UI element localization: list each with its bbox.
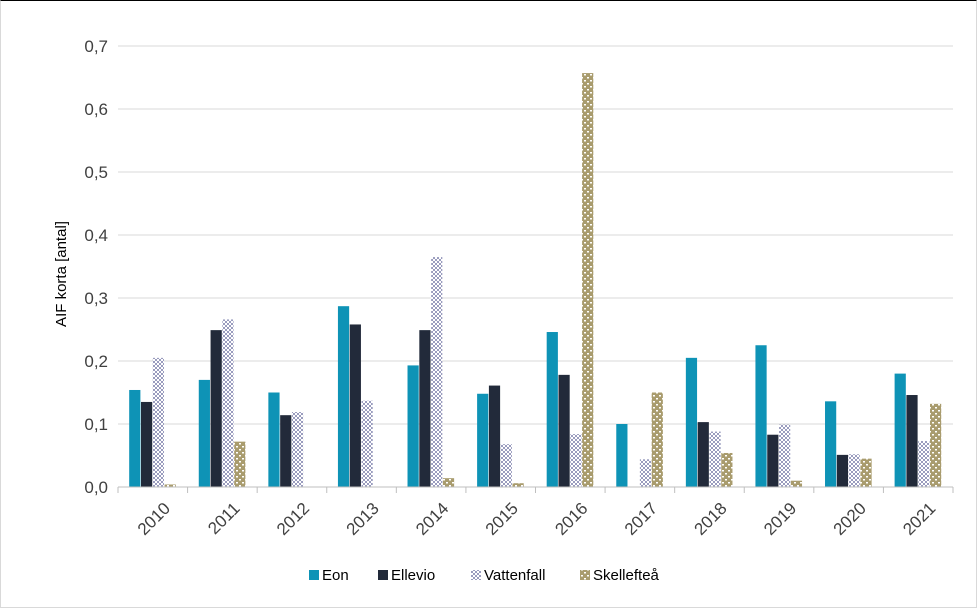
- bar-ellevio-2012: [280, 415, 292, 487]
- x-tick-label: 2016: [551, 499, 591, 539]
- y-tick-label: 0,3: [84, 289, 108, 308]
- x-tick-label: 2010: [134, 499, 174, 539]
- legend-swatch: [378, 570, 388, 580]
- bar-ellevio-2015: [488, 385, 501, 487]
- bar-eon-2011: [198, 379, 210, 487]
- bar-skellefte-2021: [930, 403, 942, 487]
- legend-swatch: [471, 570, 481, 580]
- bar-vattenfall-2015: [500, 444, 512, 487]
- bar-eon-2015: [477, 393, 489, 487]
- bar-vattenfall-2013: [361, 400, 373, 487]
- bar-skellefte-2018: [721, 452, 733, 487]
- x-tick-label: 2020: [830, 499, 870, 539]
- y-tick-label: 0,6: [84, 100, 108, 119]
- bar-skellefte-2020: [860, 458, 872, 487]
- x-tick-label: 2021: [899, 499, 939, 539]
- bar-skellefte-2011: [234, 441, 246, 487]
- bars: [129, 73, 942, 487]
- bar-vattenfall-2014: [431, 257, 443, 487]
- bar-eon-2014: [407, 365, 419, 487]
- bar-vattenfall-2010: [152, 357, 164, 487]
- legend-swatch: [580, 570, 590, 580]
- bar-skellefte-2014: [442, 478, 455, 487]
- bar-eon-2021: [894, 373, 906, 487]
- x-tick-label: 2013: [343, 499, 383, 539]
- legend: Eon Ellevio Vattenfall Skellefteå: [309, 567, 660, 584]
- bar-vattenfall-2019: [779, 424, 791, 487]
- bar-ellevio-2016: [558, 374, 570, 487]
- bar-eon-2019: [755, 345, 767, 487]
- bar-ellevio-2011: [210, 330, 222, 487]
- bar-skellefte-2016: [582, 73, 594, 487]
- bar-eon-2017: [616, 424, 628, 487]
- bar-skellefte-2010: [164, 484, 176, 487]
- legend-swatch: [309, 570, 319, 580]
- bar-eon-2013: [337, 306, 350, 487]
- bar-ellevio-2018: [697, 422, 709, 487]
- y-tick-label: 0,7: [84, 37, 108, 56]
- gridlines: [118, 45, 953, 425]
- x-tick-label: 2011: [204, 499, 243, 538]
- x-tick-label: 2018: [691, 499, 731, 539]
- legend-label: Ellevio: [391, 567, 435, 584]
- bar-eon-2016: [546, 332, 558, 487]
- bar-vattenfall-2021: [918, 441, 930, 487]
- y-tick-label: 0,1: [84, 415, 108, 434]
- bar-vattenfall-2011: [222, 319, 234, 487]
- bar-vattenfall-2016: [570, 434, 582, 487]
- y-tick-label: 0,0: [84, 478, 108, 497]
- legend-label: Skellefteå: [593, 567, 660, 584]
- bar-vattenfall-2020: [848, 454, 860, 487]
- x-tick-label: 2015: [482, 499, 522, 539]
- y-tick-label: 0,2: [84, 352, 108, 371]
- x-tick-label: 2012: [273, 499, 313, 539]
- bar-ellevio-2014: [419, 330, 431, 487]
- x-tick-label: 2014: [412, 499, 452, 539]
- y-tick-label: 0,4: [84, 226, 108, 245]
- y-tick-label: 0,5: [84, 163, 108, 182]
- x-tick-label: 2017: [621, 499, 661, 539]
- bar-ellevio-2010: [140, 401, 153, 487]
- bar-eon-2020: [825, 401, 837, 487]
- bar-ellevio-2019: [767, 434, 779, 487]
- bar-ellevio-2020: [836, 454, 849, 487]
- y-axis-title: AIF korta [antal]: [53, 221, 70, 327]
- bar-ellevio-2013: [349, 324, 361, 487]
- bar-eon-2018: [685, 357, 698, 487]
- bar-vattenfall-2018: [709, 431, 721, 487]
- bar-vattenfall-2017: [639, 459, 652, 487]
- bar-skellefte-2019: [790, 480, 803, 487]
- bar-skellefte-2017: [651, 392, 663, 487]
- x-tick-label: 2019: [760, 499, 800, 539]
- bar-skellefte-2015: [512, 483, 524, 487]
- legend-label: Eon: [322, 567, 349, 584]
- bar-vattenfall-2012: [291, 412, 304, 487]
- bar-eon-2010: [129, 389, 141, 487]
- legend-label: Vattenfall: [484, 567, 545, 584]
- bar-ellevio-2021: [906, 395, 918, 487]
- bar-eon-2012: [268, 392, 280, 487]
